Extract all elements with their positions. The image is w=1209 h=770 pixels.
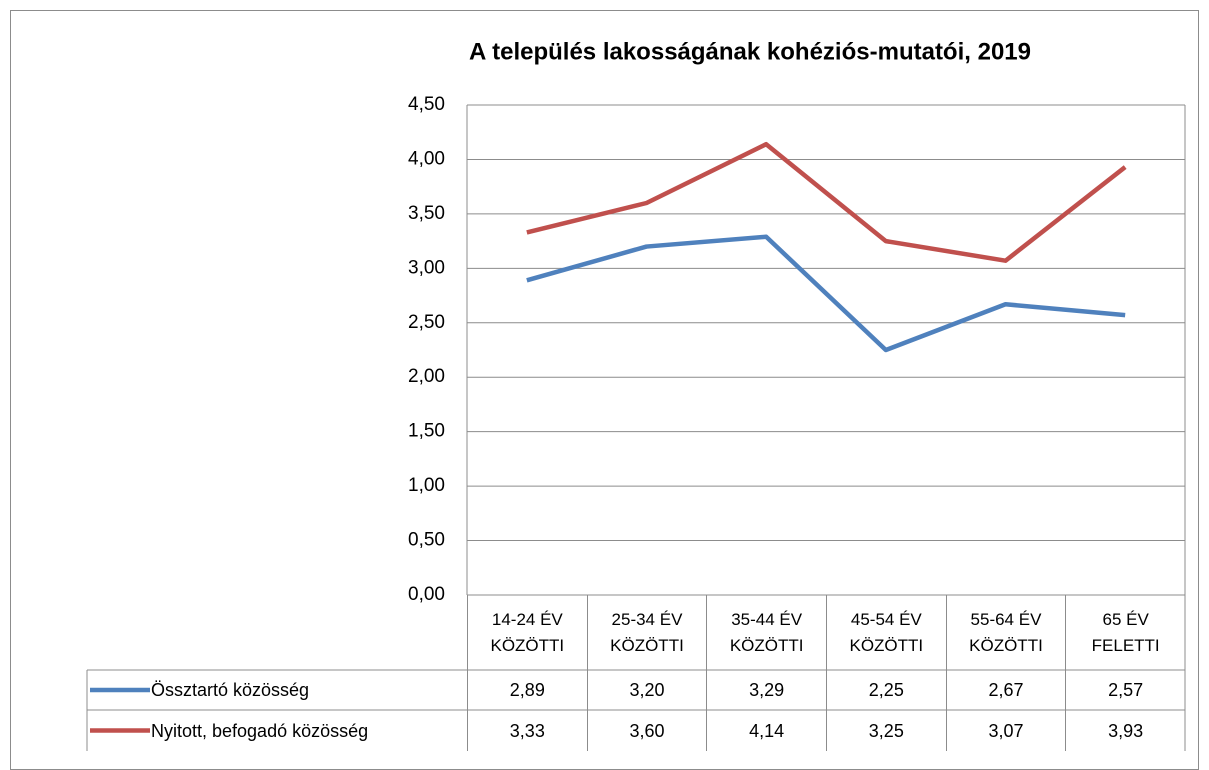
y-tick-label: 2,50 <box>408 312 445 333</box>
category-label: 35-44 ÉV KÖZÖTTI <box>706 595 826 670</box>
category-label: 45-54 ÉV KÖZÖTTI <box>826 595 946 670</box>
data-label: 3,20 <box>586 670 707 710</box>
y-tick-label: 3,50 <box>408 203 445 224</box>
data-label: 3,29 <box>706 670 826 710</box>
chart: A település lakosságának kohéziós-mutató… <box>86 38 1186 751</box>
category-label: 65 ÉV FELETTI <box>1065 595 1185 670</box>
data-label: 3,25 <box>826 710 946 751</box>
y-tick-label: 0,00 <box>408 584 445 605</box>
data-label: 2,89 <box>467 670 587 710</box>
category-label: 25-34 ÉV KÖZÖTTI <box>586 595 707 670</box>
category-label: 55-64 ÉV KÖZÖTTI <box>945 595 1066 670</box>
y-tick-label: 0,50 <box>408 530 445 551</box>
data-label: 4,14 <box>706 710 826 751</box>
page: A település lakosságának kohéziós-mutató… <box>10 10 1199 770</box>
series-line <box>526 141 1127 263</box>
data-label: 3,60 <box>586 710 707 751</box>
data-label: 3,07 <box>945 710 1066 751</box>
data-label: 2,25 <box>826 670 946 710</box>
y-tick-label: 3,00 <box>408 257 445 278</box>
y-tick-label: 1,00 <box>408 475 445 496</box>
chart-title: A település lakosságának kohéziós-mutató… <box>469 38 1031 65</box>
legend-label: Össztartó közösség <box>151 680 310 700</box>
data-label: 2,67 <box>945 670 1066 710</box>
data-label: 3,33 <box>467 710 587 751</box>
legend-label: Nyitott, befogadó közösség <box>151 720 369 741</box>
y-tick-label: 4,50 <box>408 94 445 115</box>
y-tick-label: 2,00 <box>408 366 445 387</box>
data-label: 2,57 <box>1065 670 1185 710</box>
y-tick-label: 1,50 <box>408 421 445 442</box>
category-label: 14-24 ÉV KÖZÖTTI <box>467 595 587 670</box>
y-tick-label: 4,00 <box>408 148 445 169</box>
data-label: 3,93 <box>1065 710 1185 751</box>
series-line <box>526 234 1126 353</box>
